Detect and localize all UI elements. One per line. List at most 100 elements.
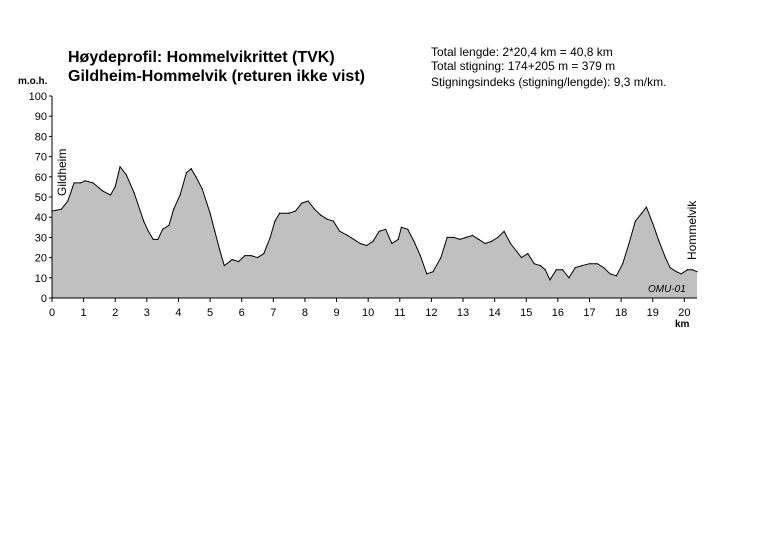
data-point [562, 269, 564, 271]
data-point [359, 242, 361, 245]
data-point [658, 240, 660, 242]
data-point [544, 269, 546, 271]
data-point [555, 269, 557, 271]
data-point [214, 230, 216, 232]
data-point [179, 194, 181, 196]
data-point [332, 220, 334, 222]
x-axis-unit-label: km [675, 319, 690, 330]
y-tick-label: 100 [29, 91, 47, 103]
data-point [509, 242, 512, 245]
data-point [231, 259, 233, 261]
data-point [288, 212, 290, 214]
data-point [173, 208, 175, 210]
data-point [274, 220, 276, 222]
data-point [440, 257, 442, 259]
y-tick-label: 60 [35, 172, 47, 184]
data-point [133, 192, 135, 194]
data-point [516, 250, 518, 253]
data-point [497, 236, 499, 238]
y-tick-label: 40 [35, 212, 47, 224]
x-tick-label: 8 [302, 307, 308, 319]
data-point [168, 224, 170, 226]
data-point [652, 222, 654, 224]
start-location-label: Gildheim [55, 149, 69, 196]
data-point [250, 255, 252, 257]
data-point [484, 242, 486, 245]
x-tick-label: 7 [270, 307, 276, 319]
data-point [114, 186, 116, 188]
data-point [407, 228, 409, 230]
x-tick-label: 2 [112, 307, 118, 319]
data-point [119, 166, 121, 168]
data-point [320, 214, 322, 216]
data-point [527, 253, 529, 255]
data-point [634, 220, 636, 222]
stat-total-climb: Total stigning: 174+205 m = 379 m [431, 59, 616, 73]
data-point [143, 220, 145, 222]
y-tick-label: 0 [41, 293, 47, 305]
y-tick-label: 30 [35, 232, 47, 244]
data-point [641, 212, 643, 214]
data-point [680, 273, 682, 275]
x-tick-label: 1 [81, 307, 87, 319]
data-point [669, 267, 671, 269]
data-point [162, 228, 164, 230]
x-tick-label: 3 [144, 307, 150, 319]
data-point [372, 240, 374, 242]
data-point [60, 208, 63, 210]
data-point [520, 257, 523, 259]
data-point [307, 200, 309, 202]
x-tick-label: 5 [207, 307, 213, 319]
data-point [157, 238, 159, 240]
data-point [269, 236, 271, 238]
y-tick-label: 20 [35, 253, 47, 265]
data-point [581, 265, 583, 267]
data-point [385, 228, 387, 230]
x-tick-label: 19 [647, 307, 659, 319]
y-tick-label: 90 [35, 111, 47, 123]
data-point [391, 242, 393, 245]
x-tick-label: 10 [362, 307, 374, 319]
chart-title: Høydeprofil: Hommelvikrittet (TVK) [68, 49, 335, 66]
data-point [201, 188, 203, 190]
y-tick-label: 80 [35, 131, 47, 143]
data-point [465, 236, 467, 238]
data-point [459, 238, 461, 240]
x-tick-label: 9 [333, 307, 339, 319]
x-tick-label: 13 [457, 307, 469, 319]
data-point [533, 263, 535, 265]
data-point [426, 273, 428, 275]
data-point [664, 257, 667, 259]
x-tick-label: 16 [552, 307, 564, 319]
data-point [339, 230, 341, 232]
x-tick-label: 0 [49, 307, 55, 319]
x-tick-label: 12 [425, 307, 437, 319]
data-point [84, 180, 86, 182]
x-tick-label: 17 [583, 307, 595, 319]
y-tick-label: 50 [35, 192, 47, 204]
data-point [209, 212, 211, 214]
data-point [244, 255, 246, 257]
x-tick-label: 15 [520, 307, 532, 319]
data-point [446, 236, 448, 238]
data-point [223, 265, 225, 267]
data-point [301, 202, 303, 204]
y-tick-label: 70 [35, 152, 47, 164]
stat-total-length: Total lengde: 2*20,4 km = 40,8 km [431, 45, 613, 59]
data-point [366, 244, 368, 247]
data-point [452, 236, 455, 238]
end-location-label: Hommelvik [685, 200, 699, 260]
x-tick-label: 11 [394, 307, 405, 319]
data-point [195, 176, 197, 178]
data-point [92, 182, 94, 184]
data-point [256, 257, 259, 259]
data-point [413, 240, 415, 242]
data-point [397, 238, 399, 240]
data-point [353, 238, 355, 240]
data-point [615, 275, 618, 277]
data-point [419, 255, 421, 257]
data-point [490, 240, 493, 242]
data-point [219, 248, 221, 251]
x-tick-label: 4 [175, 307, 181, 319]
